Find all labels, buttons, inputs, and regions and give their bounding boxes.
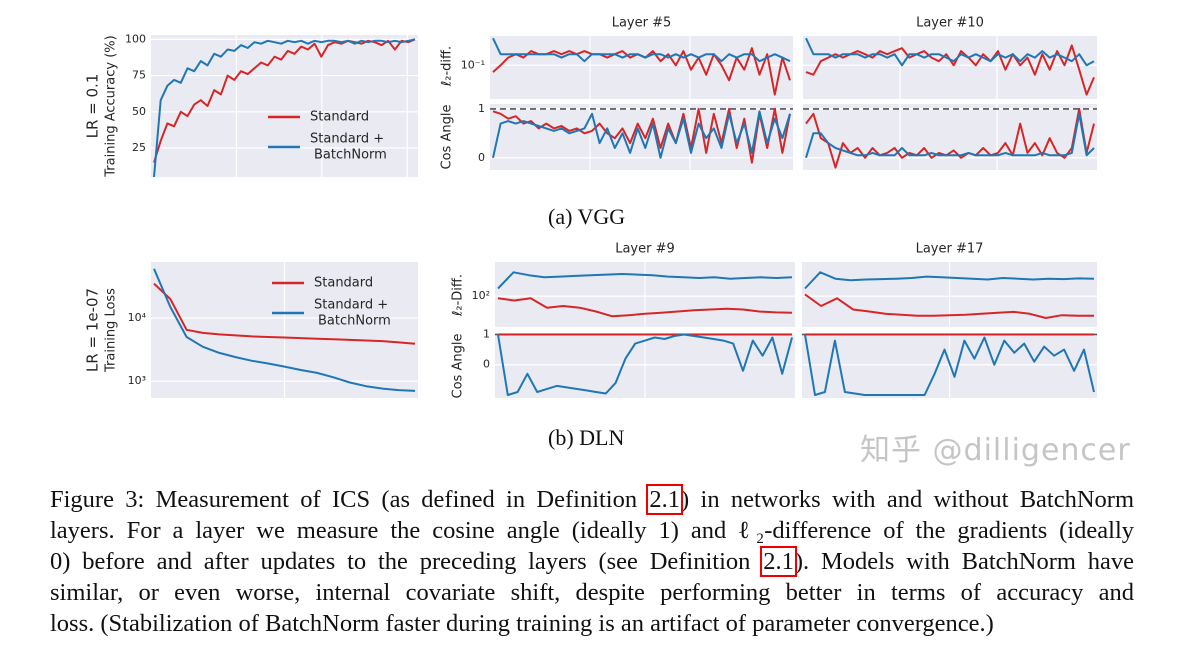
y-tick-label: 1 (478, 102, 485, 115)
panel-vgg-l2-layer10 (803, 36, 1097, 99)
panel-vgg-cos-layer5 (490, 104, 793, 170)
plot-area (803, 104, 1097, 170)
y-tick-label: 10³ (128, 374, 146, 387)
series-line-batchnorm (492, 110, 791, 159)
y-axis-label: ℓ₂-Diff. (451, 274, 466, 317)
series-line-batchnorm (804, 271, 1095, 290)
y-axis-label: Cos Angle (451, 334, 466, 399)
caption-line: similar, or even worse, internal covaria… (50, 579, 1134, 606)
definition-reference-link[interactable]: 2.1 (760, 546, 797, 577)
y-tick-label: 10⁴ (128, 311, 147, 324)
panel-vgg-accuracy (151, 35, 418, 178)
series-line-batchnorm (497, 271, 793, 290)
series-line-standard (153, 282, 416, 345)
legend-label-batchnorm: BatchNorm (314, 148, 387, 163)
plot-area (151, 35, 418, 177)
definition-reference-link[interactable]: 2.1 (646, 484, 684, 515)
panel-title: Layer #5 (612, 16, 672, 31)
caption-line: Figure 3: Measurement of ICS (as defined… (50, 484, 1134, 515)
series-line-batchnorm (805, 112, 1095, 159)
legend-label-batchnorm: Standard + (310, 132, 384, 147)
panel-title: Layer #9 (615, 242, 675, 257)
legend-label-standard: Standard (310, 110, 369, 125)
y-tick-label: 75 (132, 69, 146, 82)
y-tick-label: 1 (483, 328, 490, 341)
y-tick-label: 10⁻¹ (461, 58, 485, 71)
y-axis-label: Training Accuracy (%) (104, 35, 119, 177)
series-line-batchnorm (497, 333, 793, 396)
y-axis-label: Training Loss (104, 288, 119, 373)
panel-dln-cos-layer9 (495, 333, 795, 398)
panel-dln-l2-layer17 (802, 262, 1097, 327)
series-line-standard (497, 297, 793, 318)
series-line-batchnorm (153, 268, 416, 392)
y-axis-label: ℓ₂-diff. (440, 46, 455, 87)
series-line-batchnorm (805, 37, 1095, 67)
panel-title: Layer #17 (916, 242, 984, 257)
panel-vgg-cos-layer10 (803, 104, 1097, 170)
panel-dln-cos-layer17 (802, 333, 1097, 398)
caption-line: 0) before and after updates to the prece… (50, 546, 1134, 577)
series-line-batchnorm (492, 37, 791, 63)
panel-dln-loss (151, 262, 418, 398)
caption-line: layers. For a layer we measure the cosin… (50, 517, 1134, 544)
plot-area (490, 36, 793, 99)
y-tick-label: 10² (472, 289, 490, 302)
plot-area (803, 36, 1097, 99)
legend-label-batchnorm: BatchNorm (318, 314, 391, 329)
series-line-standard (805, 107, 1095, 169)
row-label: LR = 1e-07 (84, 288, 102, 372)
caption-line: loss. (Stabilization of BatchNorm faster… (50, 610, 994, 637)
legend-label-batchnorm: Standard + (314, 298, 388, 313)
y-tick-label: 0 (483, 358, 490, 371)
series-line-standard (804, 293, 1094, 319)
panel-dln-l2-layer9 (495, 262, 795, 327)
figure-caption: Figure 3: Measurement of ICS (as defined… (50, 484, 1134, 639)
y-tick-label: 25 (132, 141, 146, 154)
y-tick-label: 50 (132, 105, 146, 118)
subfigure-label-vgg: (a) VGG (548, 204, 626, 229)
series-line-batchnorm (804, 334, 1095, 396)
row-label: LR = 0.1 (84, 74, 102, 139)
panel-title: Layer #10 (916, 16, 984, 31)
y-tick-label: 0 (478, 151, 485, 164)
panel-vgg-l2-layer5 (490, 36, 793, 99)
subfigure-label-dln: (b) DLN (548, 425, 625, 450)
series-line-batchnorm (153, 38, 416, 178)
legend-label-standard: Standard (314, 276, 373, 291)
y-axis-label: Cos Angle (440, 105, 455, 170)
y-tick-label: 100 (125, 32, 146, 45)
